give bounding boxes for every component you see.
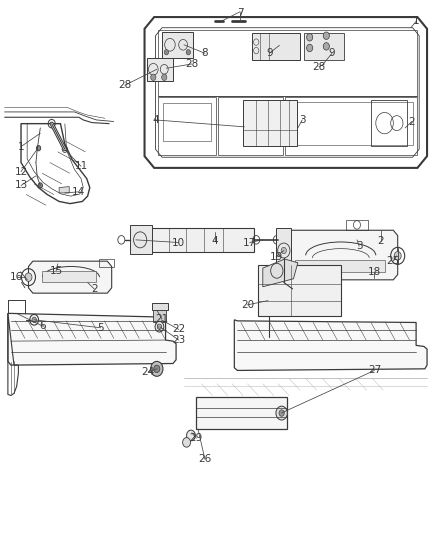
Text: 1: 1 bbox=[18, 142, 25, 151]
Circle shape bbox=[186, 50, 191, 55]
Text: 4: 4 bbox=[152, 115, 159, 125]
Text: 22: 22 bbox=[172, 325, 185, 334]
Polygon shape bbox=[151, 228, 254, 252]
Text: 13: 13 bbox=[14, 181, 28, 190]
Polygon shape bbox=[304, 33, 344, 60]
Polygon shape bbox=[258, 265, 341, 316]
Polygon shape bbox=[152, 303, 168, 310]
Polygon shape bbox=[295, 260, 385, 272]
Text: 19: 19 bbox=[269, 252, 283, 262]
Text: 4: 4 bbox=[211, 236, 218, 246]
Text: 21: 21 bbox=[155, 314, 169, 324]
Circle shape bbox=[164, 50, 169, 55]
Polygon shape bbox=[276, 228, 291, 290]
Circle shape bbox=[32, 317, 36, 322]
Circle shape bbox=[323, 32, 329, 39]
Text: 24: 24 bbox=[141, 367, 155, 377]
Text: 11: 11 bbox=[74, 161, 88, 171]
Circle shape bbox=[279, 410, 284, 416]
Circle shape bbox=[281, 247, 286, 254]
Polygon shape bbox=[252, 33, 300, 60]
Text: 18: 18 bbox=[368, 267, 381, 277]
Circle shape bbox=[323, 43, 329, 50]
Text: 2: 2 bbox=[408, 117, 415, 126]
Circle shape bbox=[183, 438, 191, 447]
Circle shape bbox=[307, 34, 313, 41]
Text: 9: 9 bbox=[328, 49, 336, 58]
Polygon shape bbox=[243, 100, 297, 146]
Circle shape bbox=[155, 321, 164, 332]
Text: 3: 3 bbox=[299, 115, 306, 125]
Circle shape bbox=[394, 252, 401, 260]
Text: 28: 28 bbox=[312, 62, 325, 71]
Polygon shape bbox=[28, 261, 112, 293]
Polygon shape bbox=[162, 32, 193, 58]
Text: 1: 1 bbox=[413, 17, 420, 26]
Circle shape bbox=[154, 365, 160, 373]
Polygon shape bbox=[284, 230, 398, 280]
Circle shape bbox=[267, 334, 272, 340]
Circle shape bbox=[162, 74, 167, 80]
Polygon shape bbox=[234, 320, 427, 370]
Text: 5: 5 bbox=[97, 323, 104, 333]
Text: 20: 20 bbox=[241, 300, 254, 310]
Text: 26: 26 bbox=[198, 455, 212, 464]
Polygon shape bbox=[196, 397, 287, 429]
Text: 3: 3 bbox=[356, 241, 363, 251]
Text: 8: 8 bbox=[201, 49, 208, 58]
Polygon shape bbox=[42, 271, 96, 282]
Circle shape bbox=[157, 324, 162, 329]
Text: 27: 27 bbox=[368, 366, 381, 375]
Text: 23: 23 bbox=[172, 335, 185, 345]
Text: 6: 6 bbox=[39, 321, 46, 331]
Circle shape bbox=[25, 273, 32, 281]
Polygon shape bbox=[263, 259, 298, 287]
Polygon shape bbox=[130, 225, 152, 254]
Polygon shape bbox=[8, 313, 176, 365]
Text: 12: 12 bbox=[14, 167, 28, 176]
Text: 15: 15 bbox=[49, 266, 63, 276]
Text: 28: 28 bbox=[185, 59, 198, 69]
Text: 25: 25 bbox=[387, 256, 400, 266]
Text: 2: 2 bbox=[91, 284, 98, 294]
Circle shape bbox=[276, 406, 287, 420]
Polygon shape bbox=[153, 310, 166, 322]
Text: 10: 10 bbox=[172, 238, 185, 247]
Text: 14: 14 bbox=[71, 187, 85, 197]
Polygon shape bbox=[59, 187, 69, 193]
Text: 16: 16 bbox=[10, 272, 23, 282]
Text: 29: 29 bbox=[190, 433, 203, 443]
Text: 17: 17 bbox=[243, 238, 256, 247]
Text: 2: 2 bbox=[378, 236, 385, 246]
Circle shape bbox=[151, 361, 163, 376]
Text: 28: 28 bbox=[118, 80, 131, 90]
Text: 9: 9 bbox=[266, 49, 273, 58]
Circle shape bbox=[38, 183, 42, 188]
Circle shape bbox=[36, 146, 41, 151]
Polygon shape bbox=[147, 58, 173, 81]
Circle shape bbox=[151, 74, 156, 80]
Text: 7: 7 bbox=[237, 9, 244, 18]
Circle shape bbox=[307, 44, 313, 52]
Circle shape bbox=[187, 430, 195, 441]
